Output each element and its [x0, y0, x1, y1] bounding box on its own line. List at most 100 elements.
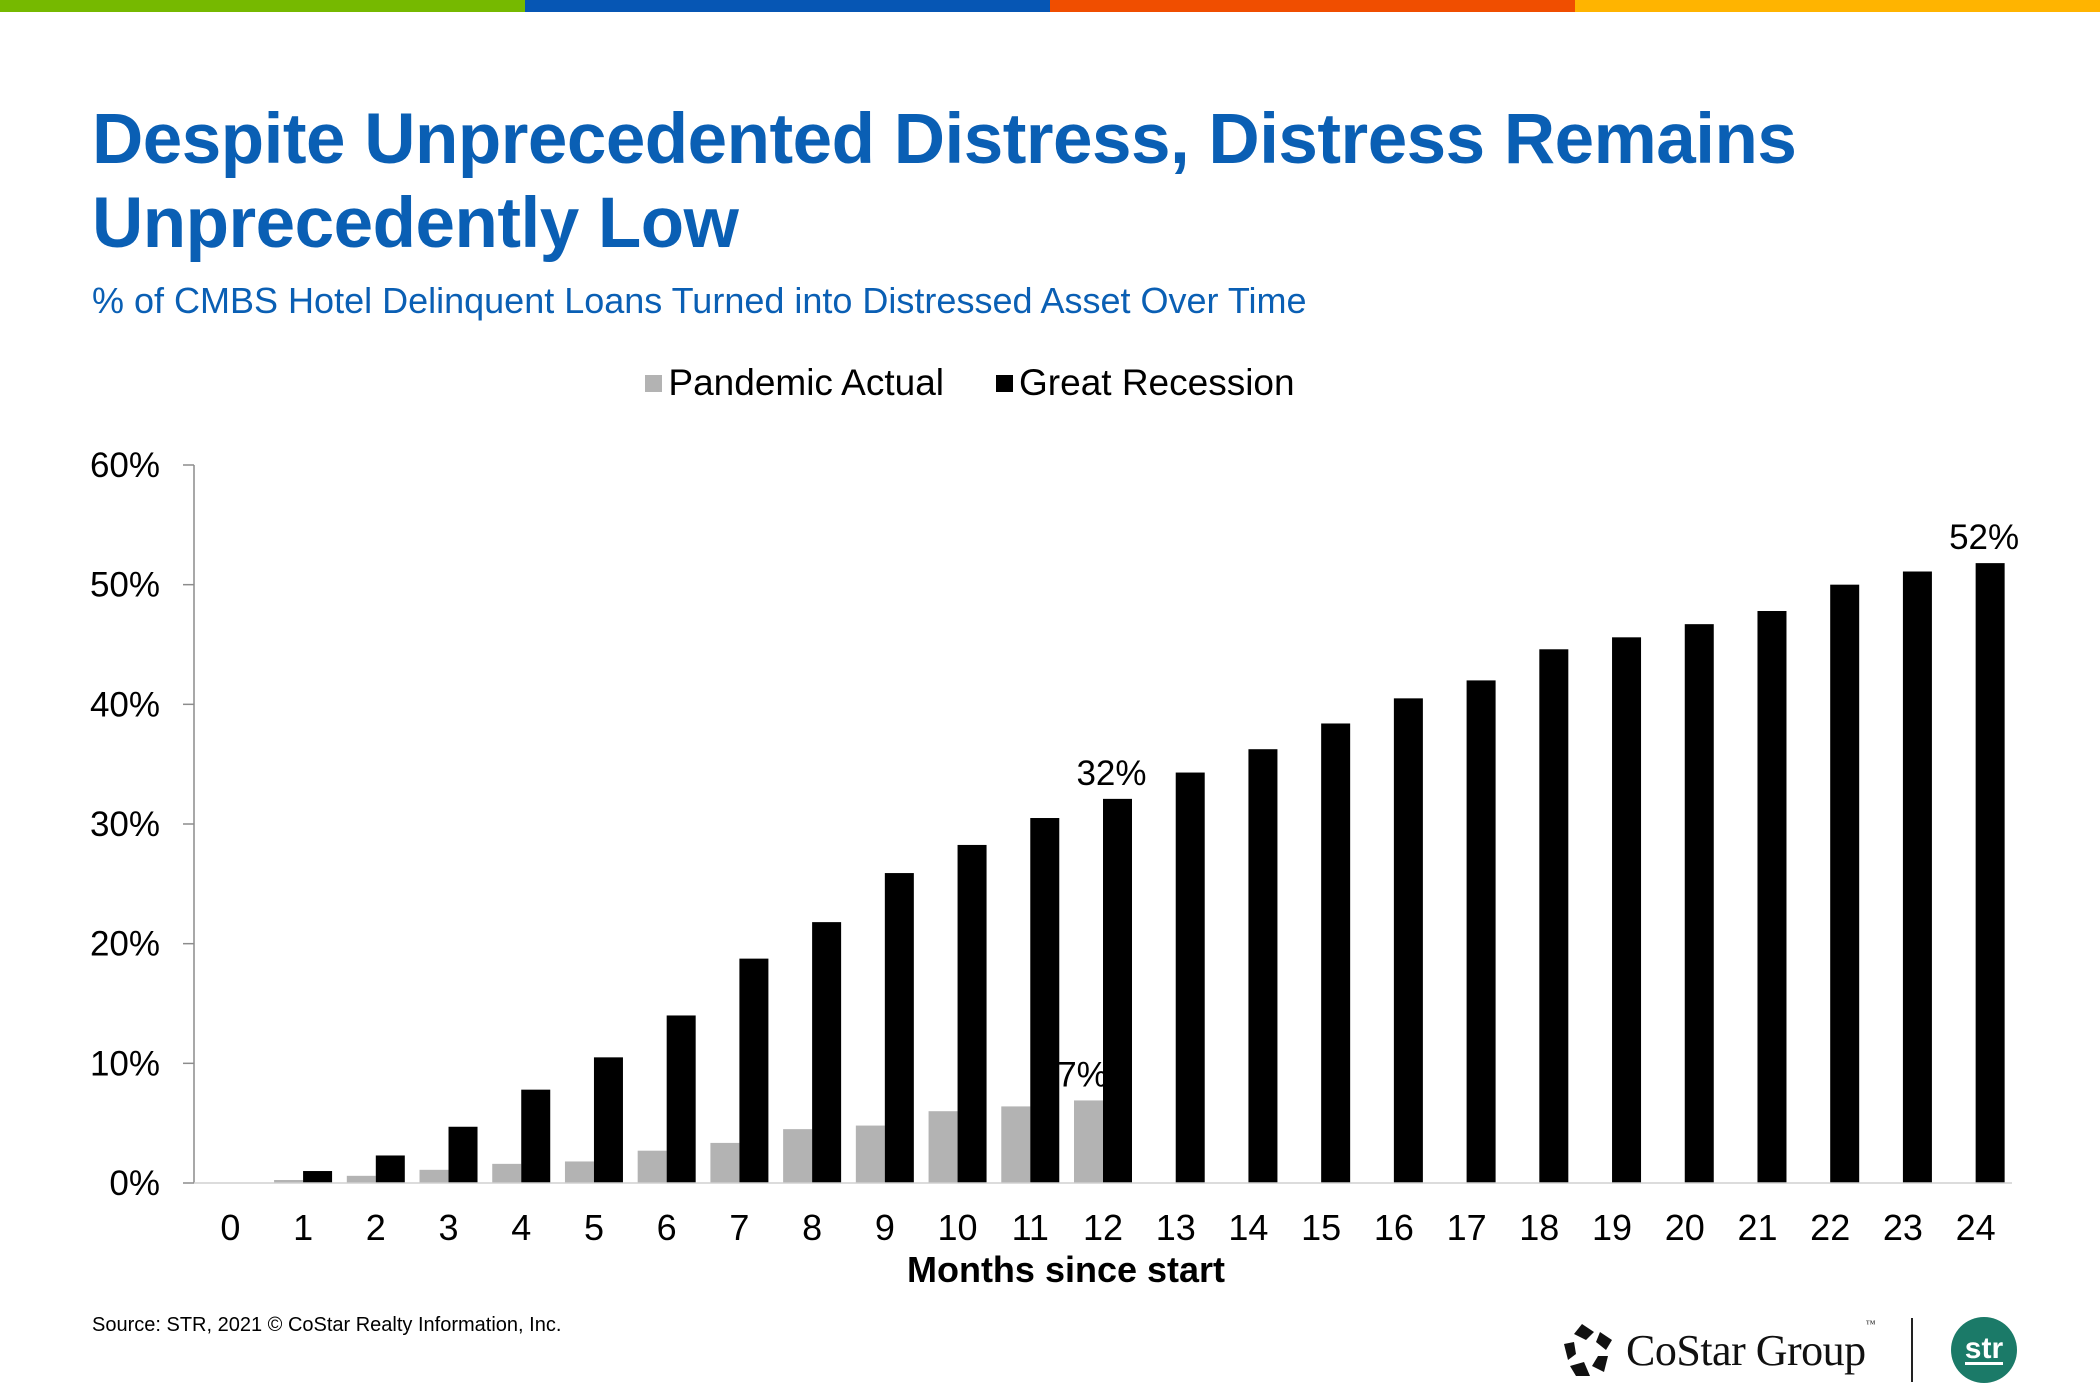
- y-tick-label: 60%: [90, 446, 160, 485]
- x-axis-title: Months since start: [907, 1249, 1225, 1290]
- bar-great-recession-month-1: [303, 1171, 333, 1183]
- x-tick-label: 2: [366, 1207, 386, 1248]
- footer-logos: CoStar Group™ str: [1560, 1310, 2017, 1390]
- bar-great-recession-month-3: [448, 1126, 478, 1183]
- bar-great-recession-month-19: [1612, 637, 1642, 1183]
- bars: [274, 563, 2005, 1183]
- x-tick-label: 0: [220, 1207, 240, 1248]
- x-tick-label: 17: [1447, 1207, 1487, 1248]
- y-tick-label: 20%: [90, 925, 160, 964]
- bar-pandemic-actual-month-12: [1074, 1100, 1103, 1183]
- bar-pandemic-actual-month-5: [564, 1161, 594, 1183]
- x-tick-label: 10: [938, 1207, 978, 1248]
- bar-great-recession-month-11: [1030, 818, 1060, 1183]
- x-tick-label: 19: [1592, 1207, 1632, 1248]
- x-tick-label: 6: [657, 1207, 677, 1248]
- bar-pandemic-actual-month-1: [274, 1180, 304, 1183]
- brand-color-bar: [0, 0, 2100, 12]
- bar-great-recession-month-10: [957, 844, 987, 1183]
- brand-bar-blue: [525, 0, 1050, 12]
- data-labels: 7% 32% 52%: [1057, 518, 2019, 1094]
- costar-group-logo: CoStar Group™: [1560, 1319, 1875, 1378]
- y-tick-label: 10%: [90, 1044, 160, 1083]
- legend-item-great-recession: Great Recession: [996, 362, 1295, 404]
- x-tick-label: 15: [1301, 1207, 1341, 1248]
- costar-group-wordmark: CoStar Group™: [1626, 1319, 1875, 1376]
- x-tick-label: 8: [802, 1207, 822, 1248]
- bar-pandemic-actual-month-3: [419, 1169, 449, 1183]
- bar-pandemic-actual-month-9: [855, 1125, 885, 1183]
- bar-pandemic-actual-month-2: [346, 1175, 376, 1183]
- x-tick-label: 7: [729, 1207, 749, 1248]
- bar-pandemic-actual-month-10: [928, 1111, 958, 1183]
- x-tick-label: 4: [511, 1207, 531, 1248]
- source-note: Source: STR, 2021 © CoStar Realty Inform…: [92, 1314, 562, 1336]
- chart-subtitle: % of CMBS Hotel Delinquent Loans Turned …: [92, 280, 1307, 321]
- bar-great-recession-month-15: [1321, 723, 1351, 1183]
- legend-label-pandemic-actual: Pandemic Actual: [668, 362, 945, 403]
- trademark-symbol: ™: [1865, 1318, 1876, 1330]
- chart-legend: Pandemic Actual Great Recession: [0, 362, 2100, 404]
- x-tick-label: 12: [1083, 1207, 1123, 1248]
- legend-swatch-great-recession: [996, 374, 1014, 392]
- data-label: 7%: [1057, 1055, 1108, 1094]
- bar-great-recession-month-7: [739, 958, 769, 1183]
- y-tick-label: 30%: [90, 805, 160, 844]
- bar-pandemic-actual-month-8: [783, 1129, 813, 1183]
- x-tick-label: 5: [584, 1207, 604, 1248]
- bar-great-recession-month-13: [1175, 772, 1205, 1183]
- logo-divider: [1910, 1318, 1913, 1382]
- y-tick-label: 50%: [90, 566, 160, 605]
- legend-item-pandemic-actual: Pandemic Actual: [645, 362, 944, 404]
- x-tick-label: 18: [1519, 1207, 1559, 1248]
- x-tick-label: 24: [1956, 1207, 1996, 1248]
- x-tick-label: 14: [1228, 1207, 1268, 1248]
- brand-bar-orange: [1050, 0, 1575, 12]
- data-label: 52%: [1949, 518, 2019, 557]
- x-tick-label: 11: [1012, 1207, 1049, 1248]
- bar-great-recession-month-16: [1393, 698, 1423, 1183]
- bar-great-recession-month-24: [1975, 563, 2005, 1183]
- slide-title: Despite Unprecedented Distress, Distress…: [92, 100, 1797, 263]
- brand-bar-green: [0, 0, 525, 12]
- x-tick-label: 20: [1665, 1207, 1705, 1248]
- y-axis: 0% 10% 20% 30% 40% 50% 60%: [90, 446, 195, 1203]
- bar-great-recession-month-14: [1248, 749, 1278, 1183]
- bar-great-recession-month-6: [666, 1015, 696, 1183]
- costar-star-icon: [1564, 1324, 1612, 1376]
- bar-pandemic-actual-month-7: [710, 1142, 740, 1183]
- x-tick-label: 23: [1883, 1207, 1923, 1248]
- bar-great-recession-month-17: [1466, 680, 1496, 1183]
- bar-great-recession-month-4: [521, 1089, 551, 1183]
- y-tick-label: 0%: [109, 1164, 160, 1203]
- x-tick-label: 22: [1810, 1207, 1850, 1248]
- data-label: 32%: [1076, 754, 1146, 793]
- bar-great-recession-month-22: [1830, 584, 1860, 1183]
- x-tick-label: 9: [875, 1207, 895, 1248]
- x-axis: 0 1 2 3 4 5 6 7 8 9 10 11 12 13 14 15 16 17 18 19 20 21 22 23 24: [194, 1182, 2012, 1248]
- x-tick-label: 16: [1374, 1207, 1414, 1248]
- bar-great-recession-month-20: [1684, 624, 1714, 1183]
- bar-pandemic-actual-month-4: [492, 1163, 522, 1183]
- str-logo-text: str: [1964, 1331, 2004, 1365]
- x-tick-label: 3: [439, 1207, 459, 1248]
- x-tick-label: 1: [293, 1207, 313, 1248]
- bar-great-recession-month-18: [1539, 649, 1569, 1183]
- bar-great-recession-month-8: [812, 922, 842, 1183]
- x-tick-label: 13: [1156, 1207, 1196, 1248]
- legend-label-great-recession: Great Recession: [1019, 362, 1295, 403]
- bar-great-recession-month-23: [1902, 571, 1932, 1183]
- bar-pandemic-actual-month-6: [637, 1150, 667, 1183]
- y-tick-label: 40%: [90, 685, 160, 724]
- x-tick-label: 21: [1737, 1207, 1777, 1248]
- bar-great-recession-month-12: [1103, 798, 1132, 1183]
- str-logo: str: [1950, 1317, 2017, 1383]
- bar-great-recession-month-9: [884, 873, 914, 1183]
- bar-great-recession-month-5: [593, 1057, 623, 1183]
- brand-bar-yellow: [1575, 0, 2100, 12]
- bar-great-recession-month-21: [1757, 610, 1787, 1183]
- legend-swatch-pandemic-actual: [645, 374, 663, 392]
- costar-group-text: CoStar Group: [1626, 1325, 1866, 1375]
- bar-pandemic-actual-month-11: [1001, 1106, 1031, 1183]
